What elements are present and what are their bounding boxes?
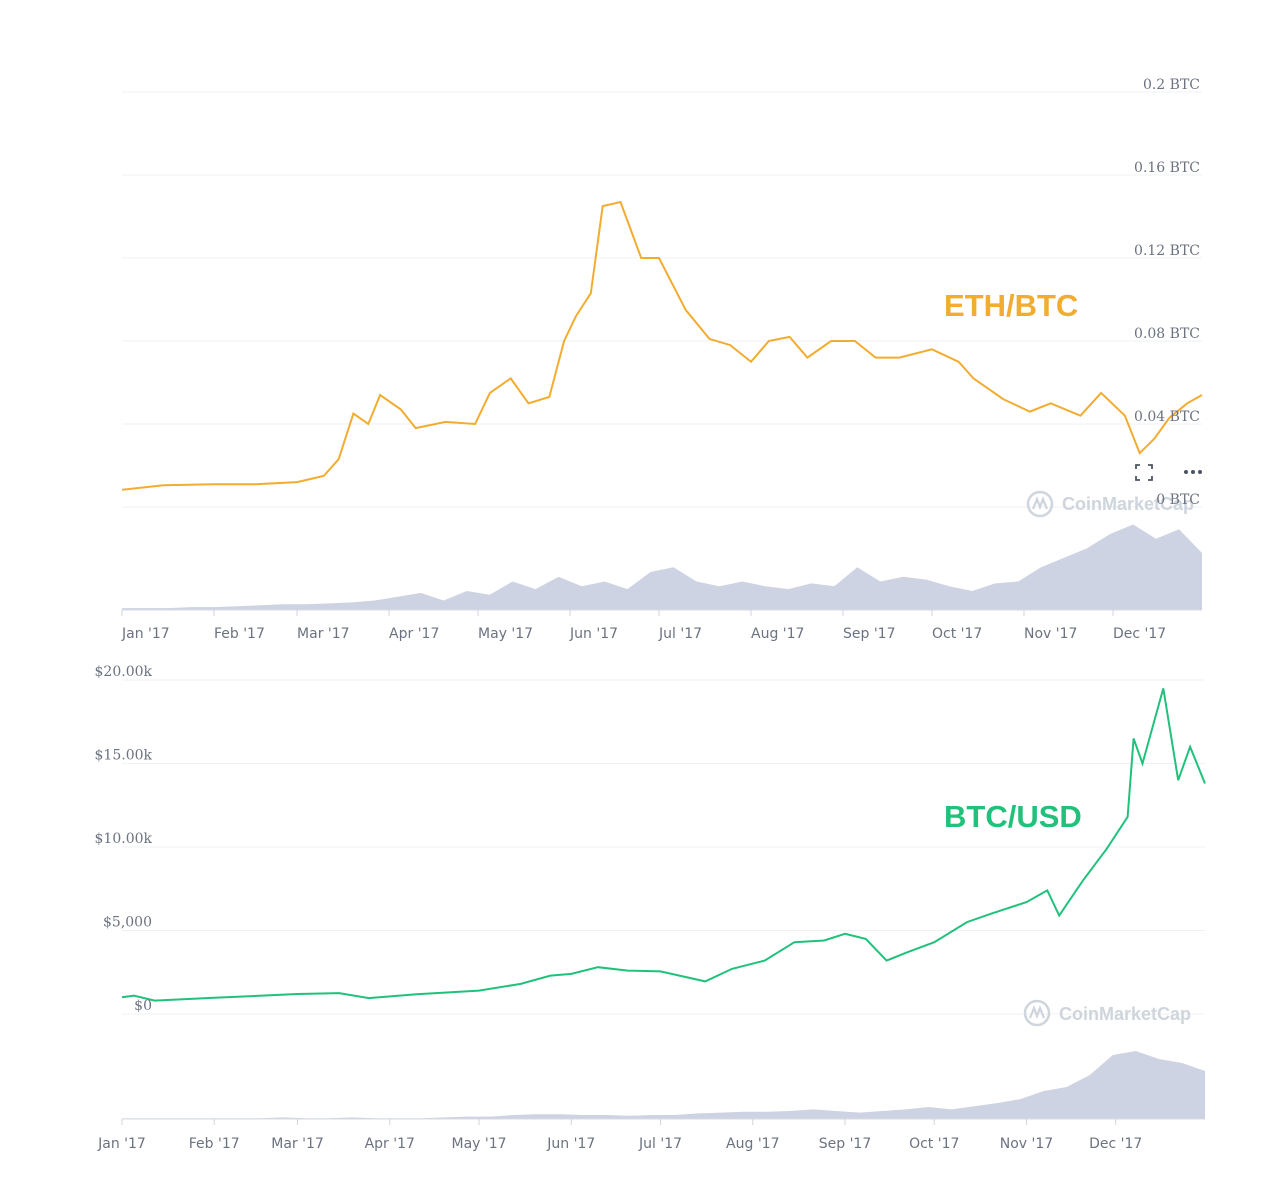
watermark-text: CoinMarketCap (1059, 1004, 1191, 1024)
x-tick-label: Nov '17 (1000, 1136, 1053, 1152)
x-tick-label: Apr '17 (365, 1136, 415, 1152)
x-tick-label: Sep '17 (843, 626, 896, 642)
x-tick-label: Dec '17 (1089, 1136, 1142, 1152)
y-tick-label: $5,000 (103, 915, 152, 931)
x-tick-label: Mar '17 (271, 1136, 324, 1152)
y-tick-label: 0.16 BTC (1134, 160, 1200, 176)
eth-btc-price-line (121, 200, 1203, 491)
btc-usd-x-axis: Jan '17 Feb '17 Mar '17 Apr '17 May '17 Jun '… (97, 1119, 1142, 1152)
coinmarketcap-logo-icon (1026, 490, 1054, 518)
x-tick-label: Dec '17 (1113, 626, 1166, 642)
volume-area (122, 524, 1202, 610)
btc-usd-volume-area (122, 1051, 1205, 1119)
y-tick-label: $10.00k (95, 831, 153, 847)
x-tick-label: Mar '17 (297, 626, 350, 642)
x-tick-label: Oct '17 (909, 1136, 959, 1152)
x-tick-label: Jul '17 (638, 1136, 682, 1152)
x-tick-label: Jul '17 (658, 626, 702, 642)
y-tick-label: $0 (134, 998, 152, 1014)
eth-btc-watermark: CoinMarketCap (1026, 490, 1194, 518)
fullscreen-icon[interactable] (1130, 460, 1154, 484)
x-tick-label: Jan '17 (97, 1136, 146, 1152)
x-tick-label: Feb '17 (214, 626, 265, 642)
y-tick-label: 0.08 BTC (1134, 326, 1200, 342)
x-tick-label: Jan '17 (121, 626, 170, 642)
btc-usd-y-axis: $0 $5,000 $10.00k $15.00k $20.00k (95, 664, 153, 1014)
btc-usd-chart: CoinMarketCap $0 $5,000 $10.00k $15.00k $20.… (95, 664, 1206, 1152)
y-tick-label: 0.2 BTC (1143, 77, 1200, 93)
coinmarketcap-logo-icon (1023, 999, 1051, 1027)
eth-btc-gridlines (122, 91, 1202, 508)
btc-usd-price-line (121, 688, 1206, 1002)
x-tick-label: Feb '17 (189, 1136, 240, 1152)
x-tick-label: May '17 (452, 1136, 507, 1152)
eth-btc-series-label: ETH/BTC (944, 288, 1078, 323)
x-tick-label: Jun '17 (569, 626, 618, 642)
btc-usd-watermark: CoinMarketCap (1023, 999, 1191, 1027)
volume-area (122, 1051, 1205, 1119)
x-tick-label: Aug '17 (726, 1136, 779, 1152)
x-tick-label: Nov '17 (1024, 626, 1077, 642)
watermark-text: CoinMarketCap (1062, 494, 1194, 514)
eth-btc-chart: CoinMarketCap 0 BTC 0.04 BTC 0.08 BTC 0.12 … (121, 77, 1206, 642)
x-tick-label: Aug '17 (751, 626, 804, 642)
y-tick-label: 0.04 BTC (1134, 409, 1200, 425)
x-tick-label: May '17 (478, 626, 533, 642)
y-tick-label: $20.00k (95, 664, 153, 680)
eth-btc-volume-area (122, 524, 1202, 610)
y-tick-label: 0.12 BTC (1134, 243, 1200, 259)
btc-usd-gridlines (122, 679, 1205, 1015)
x-tick-label: Jun '17 (546, 1136, 595, 1152)
btc-usd-series-label: BTC/USD (944, 799, 1082, 834)
x-tick-label: Apr '17 (389, 626, 439, 642)
y-tick-label: 0 BTC (1156, 492, 1200, 508)
x-tick-label: Sep '17 (819, 1136, 872, 1152)
y-tick-label: $15.00k (95, 748, 153, 764)
x-tick-label: Oct '17 (932, 626, 982, 642)
eth-btc-y-axis: 0 BTC 0.04 BTC 0.08 BTC 0.12 BTC 0.16 BTC 0.2… (1134, 77, 1200, 508)
eth-btc-x-axis: Jan '17 Feb '17 Mar '17 Apr '17 May '17 Jun '… (121, 610, 1166, 642)
more-dots-icon[interactable] (1178, 460, 1206, 484)
